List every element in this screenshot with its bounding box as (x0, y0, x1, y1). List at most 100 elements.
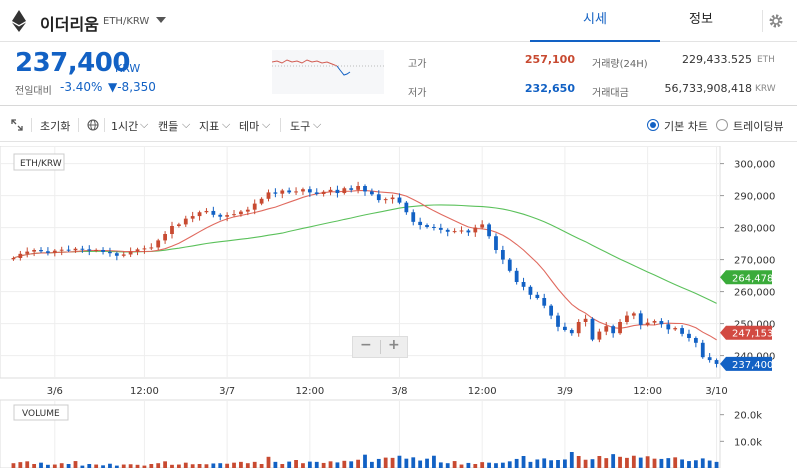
volume-bar (445, 463, 450, 468)
zoom-out-button[interactable]: − (360, 337, 372, 353)
volume-bar (625, 457, 629, 468)
candle-body (625, 315, 629, 322)
tradingview-label[interactable]: 트레이딩뷰 (733, 120, 784, 133)
top-bar: 이더리움 ETH/KRW 시세 정보 (0, 0, 797, 42)
volume-bar (46, 464, 50, 468)
candle-body (142, 248, 147, 250)
candle-body (590, 318, 595, 340)
volume-bar (108, 463, 112, 468)
chart-grid (0, 146, 721, 468)
volume-bar (597, 456, 602, 468)
coin-name[interactable]: 이더리움 (40, 15, 99, 34)
chevron-down-icon[interactable] (156, 17, 166, 23)
tab-quote[interactable]: 시세 (530, 0, 660, 42)
candle-body (197, 212, 202, 217)
globe-icon[interactable] (87, 119, 99, 131)
price-chart[interactable]: 300,000 290,000 280,000 270,000 260,000 250,0… (0, 146, 797, 468)
volume-bar (52, 464, 57, 468)
volume-24h-label: 거래량(24H) (592, 59, 648, 70)
ethereum-icon (12, 10, 26, 32)
candle-body (576, 322, 581, 334)
volume-bar (666, 458, 671, 468)
zoom-in-button[interactable]: + (388, 337, 400, 353)
trade-value: 56,733,908,418 (664, 82, 752, 95)
volume-bar (342, 460, 347, 468)
change-label: 전일대비 (15, 86, 52, 97)
volume-bar (280, 464, 285, 468)
basic-chart-label[interactable]: 기본 차트 (664, 120, 708, 133)
volume-bar (73, 461, 78, 468)
candle-body (473, 227, 478, 233)
candle-body (480, 224, 485, 228)
candle-body (549, 305, 554, 316)
candle-body (638, 313, 643, 325)
basic-chart-radio[interactable] (647, 119, 659, 131)
candle-body (411, 212, 416, 222)
volume-bar (556, 460, 560, 468)
volume-bar (294, 460, 298, 468)
candle-body (121, 254, 126, 256)
reset-button[interactable]: 초기화 (40, 120, 71, 133)
chevron-down-icon: ⌵ (313, 118, 322, 131)
volume-bar (273, 461, 278, 468)
toolbar-divider (78, 118, 79, 132)
volume-bar (349, 461, 354, 468)
candle-body (397, 197, 402, 203)
tradingview-radio[interactable] (716, 119, 728, 131)
zoom-control: − + (352, 336, 408, 358)
volume-bar (376, 458, 381, 468)
candle-body (445, 229, 450, 232)
theme-select[interactable]: 테마 (239, 120, 260, 133)
settings-button[interactable] (762, 10, 786, 32)
candle-body (232, 214, 236, 216)
candle-body (369, 191, 374, 195)
candle-body (183, 218, 188, 225)
candle-body (259, 198, 264, 204)
volume-bar (170, 464, 174, 468)
candle-body (239, 211, 243, 215)
expand-icon[interactable] (11, 119, 23, 131)
candle-body (108, 251, 112, 254)
candle-body (32, 250, 37, 252)
price-tag (720, 356, 772, 371)
volume-bar (390, 457, 395, 468)
tab-info[interactable]: 정보 (689, 12, 713, 27)
volume-unit: ETH (757, 55, 775, 65)
chart-toolbar: 초기화 1시간 ⌵ 캔들 ⌵ 지표 ⌵ 테마 ⌵ 도구 ⌵ 기본 차트 트레이딩… (0, 108, 797, 142)
volume-tick-label: 20.0k (734, 411, 762, 422)
tools-select[interactable]: 도구 (290, 120, 311, 133)
volume-bar (287, 461, 292, 468)
candle-body (556, 315, 560, 327)
volume-bar (563, 459, 567, 468)
price-tag (720, 270, 772, 285)
candle-body (342, 188, 347, 194)
candle-body (452, 231, 457, 233)
volume-bar (432, 455, 436, 468)
candle-body (52, 250, 57, 253)
volume-bar (176, 464, 181, 468)
time-tick-label: 3/7 (219, 386, 235, 397)
volume-bar (411, 457, 416, 468)
indicator-select[interactable]: 지표 (199, 120, 220, 133)
candle-body (666, 324, 671, 330)
volume-bar (590, 459, 595, 468)
candle-select[interactable]: 캔들 (158, 120, 179, 133)
candle-body (25, 251, 30, 254)
candle-body (252, 203, 257, 210)
chevron-down-icon: ⌵ (140, 118, 149, 131)
price-tags: 264,478 247,153 237,400 (720, 270, 773, 371)
candle-body (418, 221, 423, 226)
volume-bar (59, 463, 64, 468)
high-label: 고가 (408, 59, 427, 70)
volume-bar (232, 462, 236, 468)
volume-bar (314, 461, 319, 468)
candle-body (693, 338, 698, 343)
volume-bar (459, 464, 464, 468)
candle-body (280, 190, 285, 194)
time-tick-label: 12:00 (130, 386, 159, 397)
candle-body (135, 249, 140, 252)
volume-bar (18, 462, 23, 468)
interval-select[interactable]: 1시간 (111, 120, 139, 133)
volume-bar (321, 462, 326, 468)
volume-bar (687, 461, 691, 468)
